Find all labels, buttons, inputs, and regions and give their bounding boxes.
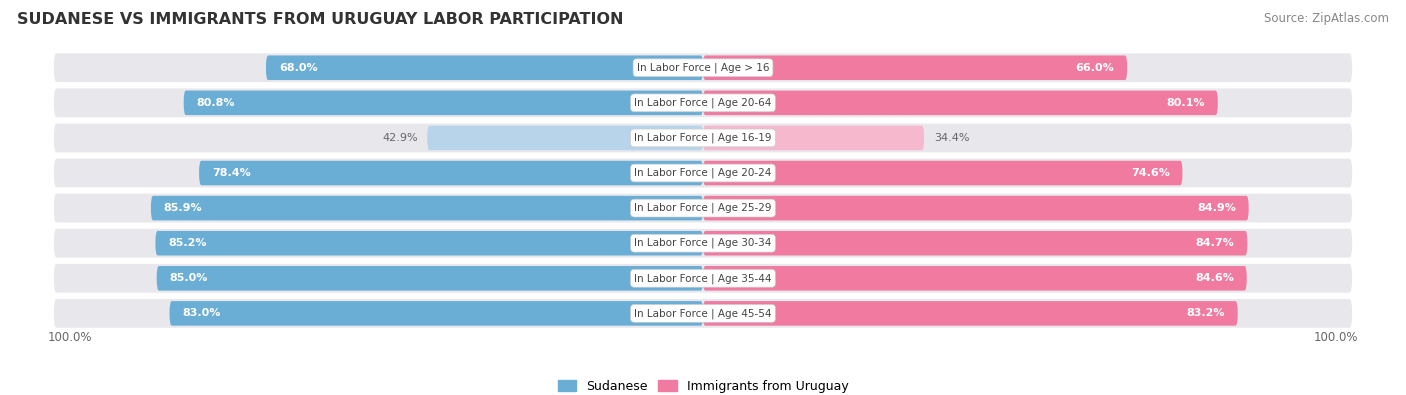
FancyBboxPatch shape <box>427 126 703 150</box>
Text: 83.0%: 83.0% <box>183 308 221 318</box>
Text: In Labor Force | Age 45-54: In Labor Force | Age 45-54 <box>634 308 772 319</box>
Text: 85.2%: 85.2% <box>169 238 207 248</box>
FancyBboxPatch shape <box>156 231 703 256</box>
FancyBboxPatch shape <box>703 231 1247 256</box>
FancyBboxPatch shape <box>53 194 1353 222</box>
Text: 78.4%: 78.4% <box>212 168 250 178</box>
Text: In Labor Force | Age > 16: In Labor Force | Age > 16 <box>637 62 769 73</box>
Text: 85.0%: 85.0% <box>170 273 208 283</box>
Text: In Labor Force | Age 25-29: In Labor Force | Age 25-29 <box>634 203 772 213</box>
FancyBboxPatch shape <box>184 90 703 115</box>
Text: 84.7%: 84.7% <box>1195 238 1234 248</box>
FancyBboxPatch shape <box>53 53 1353 82</box>
Text: 80.8%: 80.8% <box>197 98 235 108</box>
FancyBboxPatch shape <box>703 161 1182 185</box>
FancyBboxPatch shape <box>703 90 1218 115</box>
Legend: Sudanese, Immigrants from Uruguay: Sudanese, Immigrants from Uruguay <box>553 375 853 395</box>
FancyBboxPatch shape <box>703 196 1249 220</box>
Text: 34.4%: 34.4% <box>934 133 969 143</box>
FancyBboxPatch shape <box>266 55 703 80</box>
Text: In Labor Force | Age 35-44: In Labor Force | Age 35-44 <box>634 273 772 284</box>
Text: 84.9%: 84.9% <box>1197 203 1236 213</box>
Text: 68.0%: 68.0% <box>278 63 318 73</box>
FancyBboxPatch shape <box>53 299 1353 328</box>
FancyBboxPatch shape <box>53 124 1353 152</box>
Text: 42.9%: 42.9% <box>382 133 418 143</box>
FancyBboxPatch shape <box>703 126 924 150</box>
FancyBboxPatch shape <box>170 301 703 325</box>
Text: SUDANESE VS IMMIGRANTS FROM URUGUAY LABOR PARTICIPATION: SUDANESE VS IMMIGRANTS FROM URUGUAY LABO… <box>17 12 623 27</box>
Text: 85.9%: 85.9% <box>163 203 202 213</box>
Text: 66.0%: 66.0% <box>1076 63 1115 73</box>
Text: 80.1%: 80.1% <box>1167 98 1205 108</box>
Text: 100.0%: 100.0% <box>1315 331 1358 344</box>
Text: In Labor Force | Age 30-34: In Labor Force | Age 30-34 <box>634 238 772 248</box>
Text: In Labor Force | Age 20-24: In Labor Force | Age 20-24 <box>634 168 772 178</box>
FancyBboxPatch shape <box>53 88 1353 117</box>
Text: 74.6%: 74.6% <box>1130 168 1170 178</box>
Text: In Labor Force | Age 20-64: In Labor Force | Age 20-64 <box>634 98 772 108</box>
Text: Source: ZipAtlas.com: Source: ZipAtlas.com <box>1264 12 1389 25</box>
FancyBboxPatch shape <box>53 264 1353 293</box>
Text: 100.0%: 100.0% <box>48 331 91 344</box>
Text: 84.6%: 84.6% <box>1195 273 1234 283</box>
FancyBboxPatch shape <box>53 159 1353 187</box>
FancyBboxPatch shape <box>703 266 1247 291</box>
FancyBboxPatch shape <box>703 301 1237 325</box>
Text: In Labor Force | Age 16-19: In Labor Force | Age 16-19 <box>634 133 772 143</box>
FancyBboxPatch shape <box>150 196 703 220</box>
FancyBboxPatch shape <box>703 55 1128 80</box>
FancyBboxPatch shape <box>200 161 703 185</box>
FancyBboxPatch shape <box>156 266 703 291</box>
FancyBboxPatch shape <box>53 229 1353 258</box>
Text: 83.2%: 83.2% <box>1187 308 1225 318</box>
